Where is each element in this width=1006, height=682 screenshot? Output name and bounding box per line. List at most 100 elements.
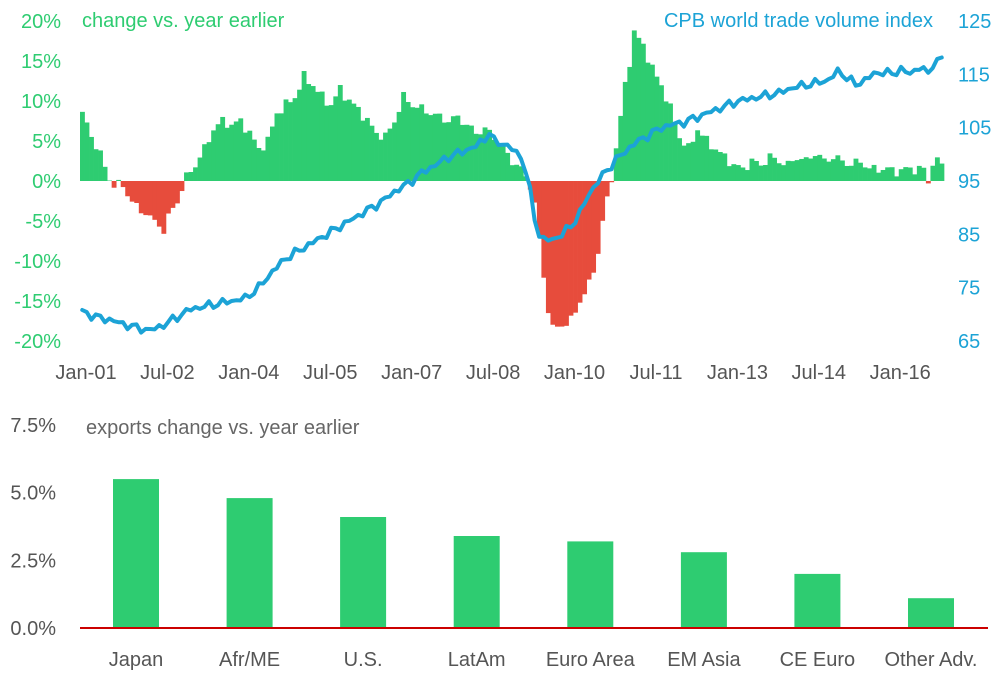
change-bar <box>80 111 85 181</box>
change-bar <box>677 138 682 181</box>
export-bar <box>226 498 273 628</box>
change-bar <box>215 124 221 181</box>
change-bar <box>826 161 832 181</box>
change-bar <box>618 115 624 181</box>
change-bar <box>152 181 158 220</box>
change-bar <box>102 166 108 181</box>
change-bar <box>496 144 502 181</box>
change-bar <box>392 122 397 181</box>
change-bar <box>482 127 488 181</box>
change-bar <box>98 150 103 181</box>
top-line-group <box>80 55 944 335</box>
change-bar <box>165 181 171 214</box>
change-bar <box>862 167 868 181</box>
change-bar <box>84 122 90 181</box>
change-bar <box>916 165 922 181</box>
change-bar <box>785 160 791 181</box>
change-bar <box>722 153 728 181</box>
x-tick-label: Jul-08 <box>466 362 520 384</box>
change-bar <box>794 160 800 181</box>
change-bar <box>383 132 388 181</box>
change-bar <box>880 169 886 181</box>
export-bar <box>340 517 387 628</box>
change-bar <box>912 174 918 181</box>
change-bar <box>921 167 927 181</box>
change-bar <box>89 136 94 181</box>
change-bar <box>206 142 212 181</box>
bottom-tick-label: 0.0% <box>10 618 56 640</box>
category-label: Afr/ME <box>219 649 280 671</box>
change-bar <box>772 157 777 181</box>
change-bar <box>749 158 755 181</box>
change-bar <box>478 134 483 181</box>
change-bar <box>179 181 185 192</box>
change-bar <box>414 107 420 181</box>
left-tick-label: -20% <box>14 331 61 353</box>
x-tick-label: Jan-13 <box>707 362 768 384</box>
change-bar <box>541 181 547 278</box>
x-tick-label: Jul-14 <box>792 362 846 384</box>
left-tick-label: -15% <box>14 291 61 313</box>
change-bar <box>469 125 474 181</box>
change-bar <box>708 149 714 181</box>
left-tick-label: 5% <box>32 131 61 153</box>
change-bar <box>817 154 823 181</box>
change-bar <box>265 136 271 181</box>
change-bar <box>260 150 266 181</box>
top-right-title: CPB world trade volume index <box>664 10 933 32</box>
change-bar <box>536 181 542 236</box>
change-bar <box>763 165 768 181</box>
change-bar <box>279 113 284 181</box>
change-bar <box>609 181 615 183</box>
change-bar <box>450 116 456 181</box>
change-bar <box>333 96 339 181</box>
right-tick-label: 105 <box>958 118 991 140</box>
category-label: CE Euro <box>780 649 856 671</box>
change-bar <box>138 181 144 214</box>
change-bar <box>509 165 515 181</box>
change-bar <box>907 167 913 181</box>
top-x-axis: Jan-01 Jul-02 Jan-04 Jul-05 Jan-07 Jul-08 Jan-… <box>55 362 930 384</box>
change-bar <box>202 144 208 181</box>
change-bar <box>735 165 741 181</box>
change-bar <box>889 167 895 181</box>
change-bar <box>550 181 556 325</box>
change-bar <box>423 113 429 181</box>
change-bar <box>545 181 551 314</box>
change-bar <box>672 124 678 181</box>
change-bar <box>573 181 578 313</box>
change-bar <box>487 129 492 181</box>
change-bar <box>355 106 361 181</box>
left-tick-label: 10% <box>21 91 61 113</box>
change-bar <box>315 91 321 181</box>
x-tick-label: Jul-11 <box>630 362 683 384</box>
change-bar <box>174 181 180 204</box>
change-bar <box>500 146 506 181</box>
change-bar <box>93 149 99 181</box>
change-bar <box>803 157 809 181</box>
x-tick-label: Jan-10 <box>544 362 605 384</box>
change-bar <box>808 158 814 181</box>
x-tick-label: Jan-04 <box>218 362 279 384</box>
change-bar <box>346 99 352 181</box>
left-tick-label: -5% <box>25 211 61 233</box>
change-bar <box>668 103 673 181</box>
category-label: Japan <box>109 649 164 671</box>
change-bar <box>695 130 701 181</box>
change-bar <box>640 43 646 182</box>
change-bar <box>767 153 773 181</box>
export-bar <box>794 573 841 628</box>
change-bar <box>401 91 407 181</box>
change-bar <box>274 113 280 181</box>
change-bar <box>120 181 126 188</box>
x-tick-label: Jan-16 <box>870 362 931 384</box>
change-bar <box>754 161 759 181</box>
change-bar <box>125 181 131 197</box>
change-bar <box>663 101 669 181</box>
change-bar <box>867 168 872 181</box>
change-bar <box>821 158 827 181</box>
change-bar <box>238 118 244 181</box>
change-bar <box>387 128 393 181</box>
change-bar <box>925 181 931 184</box>
change-bar <box>568 181 574 316</box>
